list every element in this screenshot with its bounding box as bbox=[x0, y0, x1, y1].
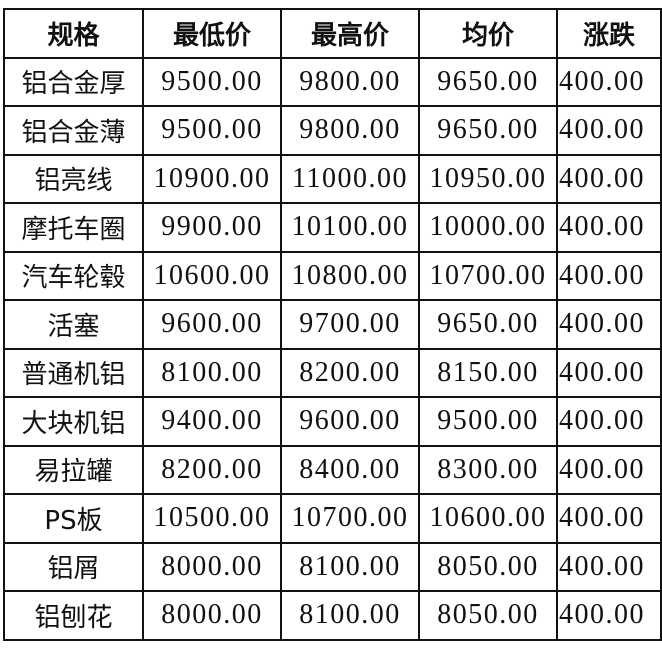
cell-max-price: 9700.00 bbox=[280, 299, 420, 350]
cell-change: 400.00 bbox=[556, 347, 662, 398]
header-change: 涨跌 bbox=[556, 8, 662, 59]
cell-spec: PS板 bbox=[3, 493, 144, 544]
cell-change: 400.00 bbox=[556, 396, 662, 447]
cell-avg-price: 10950.00 bbox=[418, 153, 558, 204]
cell-spec: 铝合金厚 bbox=[3, 56, 144, 107]
cell-avg-price: 8150.00 bbox=[418, 347, 558, 398]
cell-max-price: 10700.00 bbox=[280, 493, 420, 544]
cell-max-price: 9800.00 bbox=[280, 105, 420, 156]
cell-max-price: 8100.00 bbox=[280, 541, 420, 592]
cell-spec: 铝刨花 bbox=[3, 590, 144, 641]
cell-avg-price: 8050.00 bbox=[418, 590, 558, 641]
header-avg-price: 均价 bbox=[418, 8, 558, 59]
cell-max-price: 8100.00 bbox=[280, 590, 420, 641]
cell-spec: 活塞 bbox=[3, 299, 144, 350]
cell-max-price: 8200.00 bbox=[280, 347, 420, 398]
cell-min-price: 8000.00 bbox=[142, 590, 282, 641]
cell-avg-price: 9500.00 bbox=[418, 396, 558, 447]
cell-spec: 大块机铝 bbox=[3, 396, 144, 447]
table-row: PS板 10500.00 10700.00 10600.00 400.00 bbox=[3, 493, 662, 544]
cell-avg-price: 10000.00 bbox=[418, 202, 558, 253]
cell-spec: 铝亮线 bbox=[3, 153, 144, 204]
cell-change: 400.00 bbox=[556, 444, 662, 495]
cell-min-price: 10500.00 bbox=[142, 493, 282, 544]
cell-change: 400.00 bbox=[556, 202, 662, 253]
cell-change: 400.00 bbox=[556, 56, 662, 107]
cell-min-price: 9600.00 bbox=[142, 299, 282, 350]
cell-max-price: 9600.00 bbox=[280, 396, 420, 447]
cell-change: 400.00 bbox=[556, 590, 662, 641]
cell-change: 400.00 bbox=[556, 299, 662, 350]
table-row: 铝合金薄 9500.00 9800.00 9650.00 400.00 bbox=[3, 105, 662, 156]
table-row: 汽车轮毂 10600.00 10800.00 10700.00 400.00 bbox=[3, 250, 662, 301]
cell-max-price: 9800.00 bbox=[280, 56, 420, 107]
cell-avg-price: 8050.00 bbox=[418, 541, 558, 592]
cell-max-price: 11000.00 bbox=[280, 153, 420, 204]
cell-max-price: 10100.00 bbox=[280, 202, 420, 253]
cell-min-price: 10600.00 bbox=[142, 250, 282, 301]
cell-spec: 汽车轮毂 bbox=[3, 250, 144, 301]
table-row: 易拉罐 8200.00 8400.00 8300.00 400.00 bbox=[3, 444, 662, 495]
cell-spec: 铝合金薄 bbox=[3, 105, 144, 156]
table-row: 铝合金厚 9500.00 9800.00 9650.00 400.00 bbox=[3, 56, 662, 107]
header-max-price: 最高价 bbox=[280, 8, 420, 59]
cell-min-price: 9500.00 bbox=[142, 105, 282, 156]
cell-max-price: 10800.00 bbox=[280, 250, 420, 301]
table-row: 活塞 9600.00 9700.00 9650.00 400.00 bbox=[3, 299, 662, 350]
cell-avg-price: 9650.00 bbox=[418, 56, 558, 107]
cell-spec: 铝屑 bbox=[3, 541, 144, 592]
table-row: 大块机铝 9400.00 9600.00 9500.00 400.00 bbox=[3, 396, 662, 447]
cell-change: 400.00 bbox=[556, 541, 662, 592]
table-row: 普通机铝 8100.00 8200.00 8150.00 400.00 bbox=[3, 347, 662, 398]
price-table: 规格 最低价 最高价 均价 涨跌 铝合金厚 9500.00 9800.00 9650.… bbox=[3, 8, 662, 641]
cell-change: 400.00 bbox=[556, 105, 662, 156]
header-spec: 规格 bbox=[3, 8, 144, 59]
cell-spec: 普通机铝 bbox=[3, 347, 144, 398]
cell-change: 400.00 bbox=[556, 153, 662, 204]
header-min-price: 最低价 bbox=[142, 8, 282, 59]
header-row: 规格 最低价 最高价 均价 涨跌 bbox=[3, 8, 662, 59]
cell-min-price: 10900.00 bbox=[142, 153, 282, 204]
cell-avg-price: 9650.00 bbox=[418, 299, 558, 350]
cell-min-price: 9500.00 bbox=[142, 56, 282, 107]
table-row: 铝刨花 8000.00 8100.00 8050.00 400.00 bbox=[3, 590, 662, 641]
cell-change: 400.00 bbox=[556, 250, 662, 301]
cell-avg-price: 10700.00 bbox=[418, 250, 558, 301]
cell-avg-price: 10600.00 bbox=[418, 493, 558, 544]
cell-avg-price: 9650.00 bbox=[418, 105, 558, 156]
cell-spec: 摩托车圈 bbox=[3, 202, 144, 253]
cell-min-price: 8000.00 bbox=[142, 541, 282, 592]
cell-max-price: 8400.00 bbox=[280, 444, 420, 495]
cell-min-price: 9900.00 bbox=[142, 202, 282, 253]
cell-avg-price: 8300.00 bbox=[418, 444, 558, 495]
cell-spec: 易拉罐 bbox=[3, 444, 144, 495]
table-row: 铝亮线 10900.00 11000.00 10950.00 400.00 bbox=[3, 153, 662, 204]
cell-min-price: 9400.00 bbox=[142, 396, 282, 447]
cell-min-price: 8100.00 bbox=[142, 347, 282, 398]
cell-min-price: 8200.00 bbox=[142, 444, 282, 495]
table-row: 摩托车圈 9900.00 10100.00 10000.00 400.00 bbox=[3, 202, 662, 253]
cell-change: 400.00 bbox=[556, 493, 662, 544]
table-row: 铝屑 8000.00 8100.00 8050.00 400.00 bbox=[3, 541, 662, 592]
